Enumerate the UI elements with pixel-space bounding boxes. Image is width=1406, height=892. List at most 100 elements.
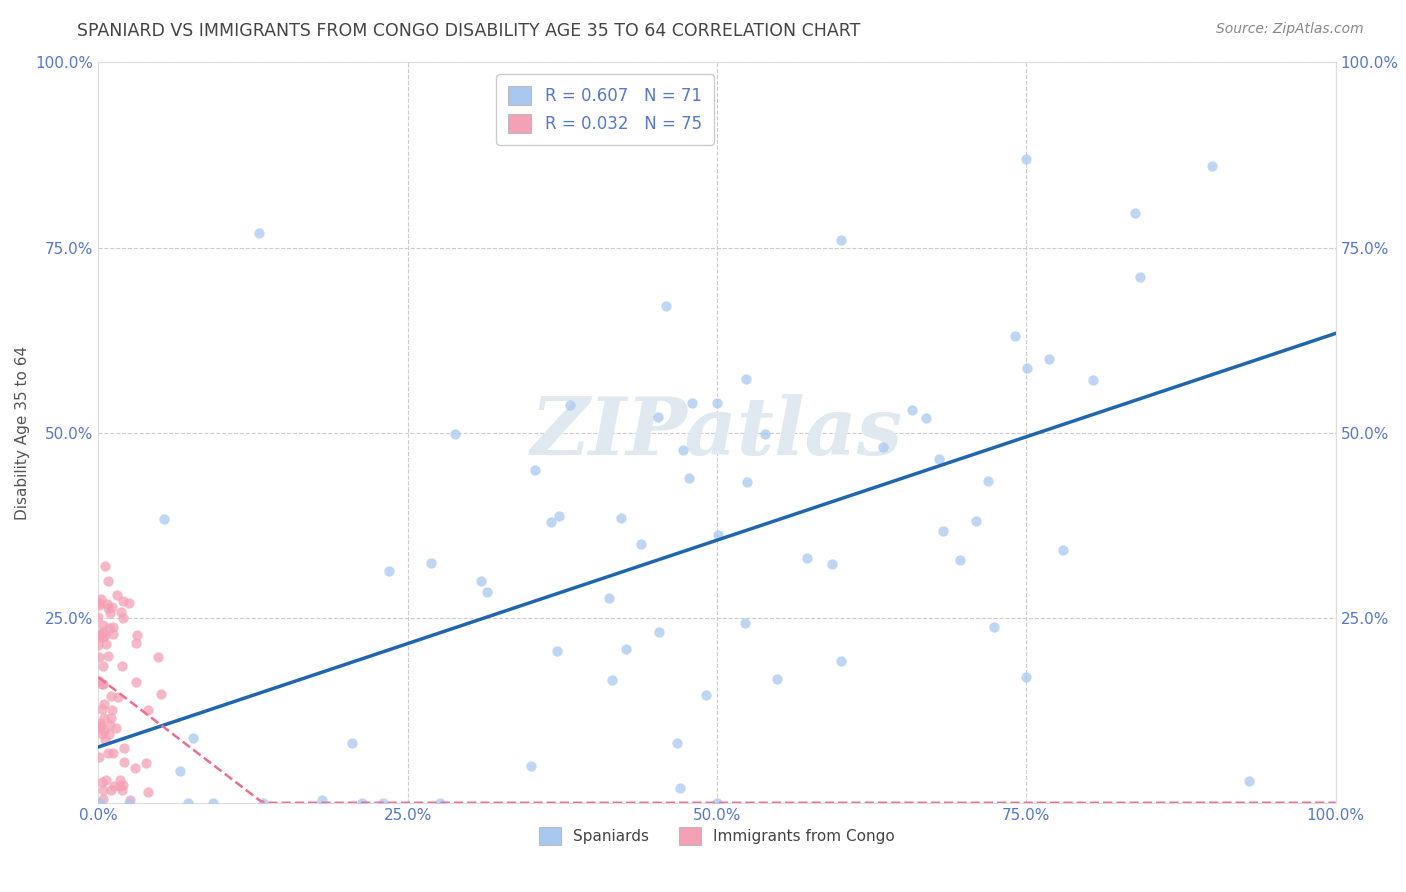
Point bbox=[796, 550, 818, 565]
Point bbox=[830, 654, 852, 668]
Point bbox=[93, 710, 115, 724]
Point bbox=[89, 720, 111, 734]
Point bbox=[1004, 328, 1026, 343]
Point bbox=[93, 697, 115, 711]
Point bbox=[681, 396, 703, 410]
Point bbox=[419, 556, 441, 570]
Point bbox=[630, 537, 652, 551]
Point bbox=[928, 452, 950, 467]
Point bbox=[105, 589, 128, 603]
Point bbox=[111, 783, 134, 797]
Point bbox=[93, 791, 115, 805]
Point bbox=[97, 601, 120, 615]
Point bbox=[100, 689, 122, 703]
Legend: Spaniards, Immigrants from Congo: Spaniards, Immigrants from Congo bbox=[533, 821, 901, 851]
Point bbox=[150, 687, 173, 701]
Point bbox=[87, 673, 110, 688]
Point bbox=[94, 637, 117, 651]
Point bbox=[112, 594, 135, 608]
Point bbox=[734, 615, 756, 630]
Point bbox=[112, 756, 135, 770]
Point bbox=[87, 650, 110, 665]
Point bbox=[98, 718, 121, 732]
Point bbox=[695, 688, 717, 702]
Text: ZIPatlas: ZIPatlas bbox=[531, 394, 903, 471]
Point bbox=[118, 793, 141, 807]
Point bbox=[135, 756, 157, 771]
Point bbox=[136, 702, 159, 716]
Point bbox=[540, 516, 562, 530]
Point bbox=[169, 764, 191, 778]
Point bbox=[648, 625, 671, 640]
Point bbox=[558, 398, 581, 412]
Point bbox=[666, 736, 689, 750]
Point bbox=[96, 772, 118, 787]
Point bbox=[153, 512, 176, 526]
Point bbox=[678, 471, 700, 485]
Point bbox=[87, 639, 110, 653]
Point bbox=[118, 796, 141, 810]
Point bbox=[181, 731, 204, 745]
Point bbox=[89, 627, 111, 641]
Point bbox=[90, 677, 112, 691]
Point bbox=[90, 630, 112, 644]
Point bbox=[176, 796, 198, 810]
Point bbox=[93, 724, 115, 739]
Point bbox=[91, 630, 114, 644]
Point bbox=[101, 619, 124, 633]
Point bbox=[983, 619, 1005, 633]
Point bbox=[352, 796, 374, 810]
Text: Source: ZipAtlas.com: Source: ZipAtlas.com bbox=[1216, 22, 1364, 37]
Point bbox=[112, 741, 135, 756]
Point bbox=[872, 440, 894, 454]
Point bbox=[100, 711, 122, 725]
Point bbox=[97, 574, 120, 588]
Point bbox=[444, 426, 467, 441]
Point bbox=[1237, 773, 1260, 788]
Point bbox=[1038, 352, 1060, 367]
Point bbox=[91, 617, 114, 632]
Point bbox=[94, 733, 117, 747]
Point bbox=[118, 596, 141, 610]
Point bbox=[707, 528, 730, 542]
Point bbox=[124, 760, 146, 774]
Point bbox=[475, 585, 498, 599]
Point bbox=[107, 690, 129, 704]
Point bbox=[91, 677, 114, 691]
Point bbox=[1201, 159, 1223, 173]
Point bbox=[91, 624, 114, 639]
Point bbox=[378, 564, 401, 578]
Point bbox=[600, 673, 623, 687]
Point bbox=[94, 628, 117, 642]
Point bbox=[647, 409, 669, 424]
Point bbox=[101, 703, 124, 717]
Point bbox=[311, 793, 333, 807]
Point bbox=[90, 702, 112, 716]
Point bbox=[1052, 543, 1074, 558]
Point bbox=[1123, 206, 1146, 220]
Point bbox=[766, 672, 789, 686]
Point bbox=[548, 509, 571, 524]
Point bbox=[672, 442, 695, 457]
Point bbox=[91, 658, 114, 673]
Point bbox=[546, 644, 568, 658]
Point bbox=[706, 796, 728, 810]
Point bbox=[87, 750, 110, 764]
Point bbox=[90, 591, 112, 606]
Point bbox=[830, 233, 852, 247]
Point bbox=[87, 609, 110, 624]
Point bbox=[136, 784, 159, 798]
Point bbox=[735, 372, 758, 386]
Point bbox=[614, 642, 637, 657]
Point bbox=[901, 402, 924, 417]
Point bbox=[89, 628, 111, 642]
Point bbox=[915, 410, 938, 425]
Point bbox=[98, 606, 121, 620]
Point bbox=[201, 796, 224, 810]
Point bbox=[108, 772, 131, 787]
Point bbox=[103, 746, 125, 760]
Point bbox=[1015, 670, 1038, 684]
Point bbox=[97, 746, 120, 760]
Point bbox=[110, 605, 132, 619]
Point bbox=[112, 778, 135, 792]
